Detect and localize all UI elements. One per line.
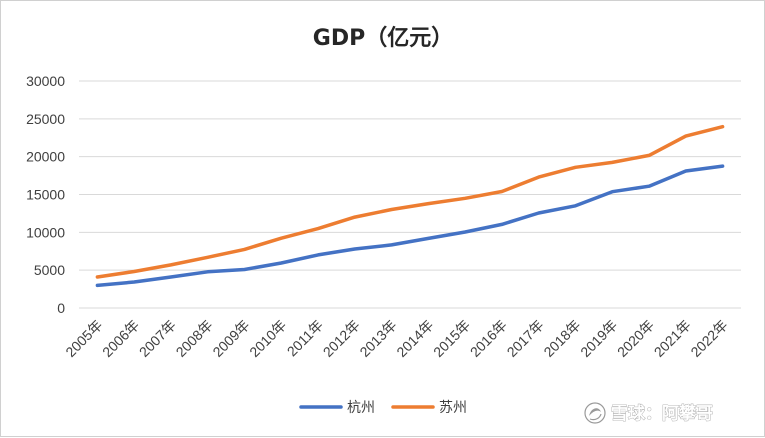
x-axis-ticks: 2005年2006年2007年2008年2009年2010年2011年2012年…: [62, 317, 730, 360]
data-point: [132, 270, 136, 273]
data-point: [684, 134, 688, 138]
y-tick-label: 15000: [26, 187, 65, 203]
x-tick-label: 2015年: [430, 317, 473, 360]
y-tick-label: 10000: [26, 224, 65, 240]
data-point: [684, 169, 688, 173]
watermark-text: 雪球：阿攀哥: [611, 403, 713, 424]
y-tick-label: 30000: [26, 73, 65, 89]
data-point: [280, 236, 283, 240]
data-point: [169, 263, 173, 267]
x-tick-label: 2014年: [393, 317, 436, 360]
data-point: [721, 125, 724, 128]
legend-item-1: 杭州: [299, 400, 375, 416]
data-point: [574, 204, 577, 208]
x-tick-label: 2016年: [467, 317, 510, 360]
data-point: [206, 270, 209, 273]
x-tick-label: 2009年: [209, 317, 252, 360]
data-point: [721, 164, 724, 168]
x-tick-label: 2017年: [504, 317, 547, 360]
y-tick-label: 0: [57, 300, 65, 316]
x-tick-label: 2010年: [246, 317, 289, 360]
y-tick-label: 25000: [26, 111, 65, 127]
data-point: [96, 284, 99, 287]
data-point: [427, 202, 430, 205]
chart-title: GDP（亿元）: [313, 26, 453, 51]
x-tick-label: 2020年: [614, 317, 657, 360]
data-point: [206, 256, 209, 259]
y-axis-ticks: 0 5000 10000 15000 20000 25000 30000: [26, 73, 65, 316]
data-point: [611, 190, 614, 193]
x-tick-label: 2022年: [687, 317, 730, 360]
data-point: [537, 175, 540, 179]
data-point: [316, 227, 320, 230]
data-point: [390, 208, 393, 211]
data-point: [537, 211, 540, 215]
x-tick-label: 2019年: [577, 317, 620, 360]
series-lines: [95, 124, 725, 288]
data-point: [647, 184, 651, 188]
x-tick-label: 2007年: [136, 317, 179, 360]
x-tick-label: 2018年: [540, 317, 583, 360]
y-tick-label: 5000: [34, 262, 65, 278]
x-tick-label: 2013年: [356, 317, 399, 360]
data-point: [427, 237, 430, 240]
series-line-2: [95, 124, 725, 279]
x-tick-label: 2005年: [62, 317, 105, 360]
y-tick-label: 20000: [26, 149, 65, 165]
data-point: [500, 190, 504, 193]
data-point: [96, 275, 99, 279]
data-point: [353, 215, 357, 219]
data-point: [463, 197, 467, 200]
data-point: [132, 280, 136, 284]
snowball-logo-icon: [584, 402, 606, 424]
data-point: [611, 161, 614, 164]
data-point: [316, 253, 320, 257]
watermark: 雪球：阿攀哥: [584, 402, 713, 424]
data-point: [574, 166, 577, 169]
x-tick-label: 2011年: [284, 317, 327, 360]
legend-item-2: 苏州: [391, 400, 467, 416]
x-tick-label: 2006年: [99, 317, 142, 360]
data-point: [463, 230, 467, 234]
data-point: [500, 223, 504, 226]
gridlines: [79, 80, 741, 309]
data-point: [390, 243, 393, 247]
x-tick-label: 2021年: [651, 317, 694, 360]
legend-label: 苏州: [439, 400, 467, 416]
data-point: [243, 268, 246, 271]
data-point: [280, 261, 283, 265]
series-line-1: [95, 164, 725, 288]
legend-label: 杭州: [347, 400, 375, 416]
x-tick-label: 2008年: [173, 317, 216, 360]
x-tick-label: 2012年: [320, 317, 363, 360]
legend: 杭州 苏州: [299, 400, 467, 416]
data-point: [353, 247, 357, 251]
data-point: [647, 154, 651, 157]
data-point: [169, 275, 173, 279]
data-point: [243, 248, 246, 251]
